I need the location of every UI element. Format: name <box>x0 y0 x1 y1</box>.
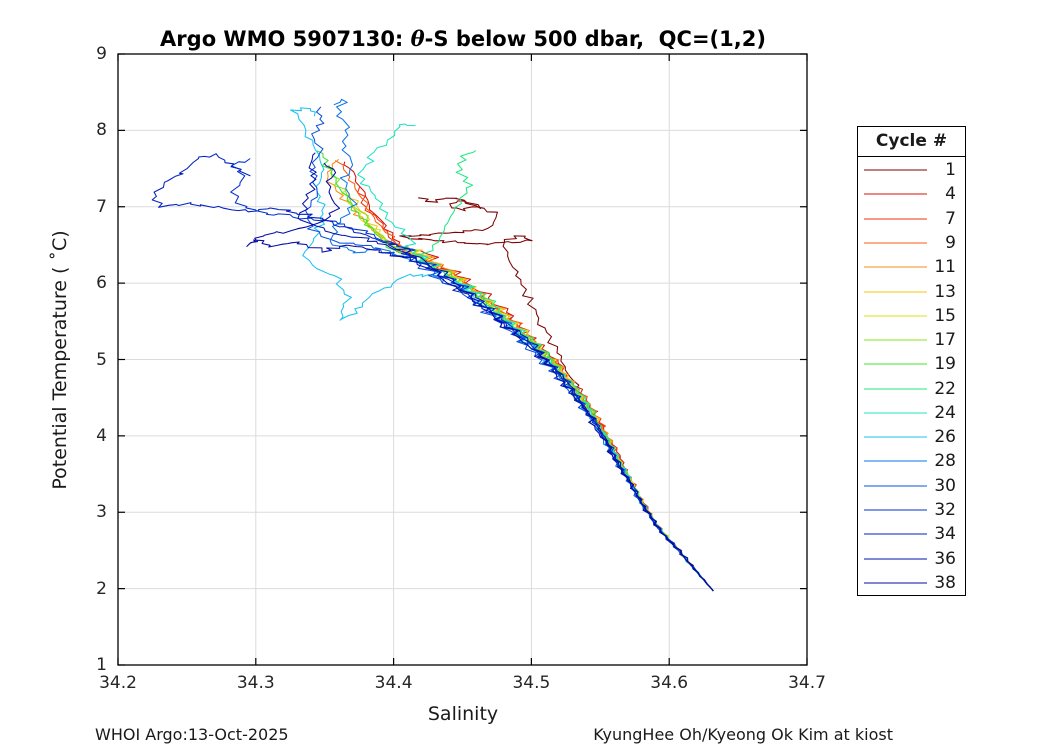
series-cycle-32 <box>230 158 714 592</box>
theta-symbol: θ <box>410 26 425 51</box>
legend-entry: 9 <box>858 231 965 255</box>
legend-line-swatch <box>864 509 927 511</box>
legend-line-swatch <box>864 460 927 462</box>
legend-title: Cycle # <box>858 127 965 157</box>
y-tick-label: 8 <box>96 120 107 141</box>
grid-lines <box>118 54 807 665</box>
legend-entry-label: 34 <box>934 524 956 545</box>
legend-line-swatch <box>864 558 927 560</box>
y-tick-label: 7 <box>96 196 107 217</box>
legend-entry: 26 <box>858 425 965 449</box>
legend-line-swatch <box>864 582 927 584</box>
footer-right-text: KyungHee Oh/Kyeong Ok Kim at kiost <box>593 725 893 744</box>
legend-entry-label: 19 <box>934 354 956 375</box>
legend-entry-label: 32 <box>934 500 956 521</box>
legend-line-swatch <box>864 436 927 438</box>
series-cycle-38 <box>246 162 714 592</box>
y-tick-label: 9 <box>96 44 107 64</box>
legend-entry: 7 <box>858 207 965 231</box>
legend-line-swatch <box>864 533 927 535</box>
legend-entry-label: 9 <box>945 232 956 253</box>
legend-entry-label: 11 <box>934 257 956 278</box>
legend-line-swatch <box>864 266 927 268</box>
legend-entry-label: 1 <box>945 160 956 181</box>
footer-left-text: WHOI Argo:13-Oct-2025 <box>95 725 289 744</box>
x-tick-label: 34.2 <box>99 673 137 693</box>
x-tick-label: 34.6 <box>650 673 689 693</box>
legend-line-swatch <box>864 291 927 293</box>
axes-box <box>117 53 808 666</box>
legend-entry-label: 36 <box>934 548 956 569</box>
legend-entry: 17 <box>858 328 965 352</box>
legend-entry-label: 38 <box>934 572 956 593</box>
plot-title-pre: Argo WMO 5907130: <box>160 27 411 51</box>
legend-entries: 1 4 7 9 11 13 15 17 19 22 24 26 28 30 32 34 36 38 <box>858 158 965 595</box>
legend-entry-label: 28 <box>934 451 956 472</box>
legend-entry-label: 24 <box>934 402 956 423</box>
legend-entry-label: 15 <box>934 305 956 326</box>
legend-line-swatch <box>864 315 927 317</box>
legend-entry: 1 <box>858 158 965 182</box>
y-tick-label: 1 <box>96 655 107 675</box>
x-axis-label: Salinity <box>427 703 499 725</box>
series-cycle-24 <box>357 123 714 592</box>
y-tick-label: 2 <box>96 578 107 599</box>
legend-line-swatch <box>864 412 927 414</box>
y-tick-label: 5 <box>96 349 107 370</box>
legend-entry: 32 <box>858 498 965 522</box>
legend-entry-label: 17 <box>934 330 956 351</box>
legend-line-swatch <box>864 242 927 244</box>
x-tick-label: 34.3 <box>236 673 275 693</box>
y-tick-label: 4 <box>96 425 107 446</box>
plot-title: Argo WMO 5907130: θ-S below 500 dbar, QC… <box>118 26 808 51</box>
legend-line-swatch <box>864 193 927 195</box>
legend: Cycle # 1 4 7 9 11 13 15 17 19 22 24 26 28 30 32 34 36 38 <box>857 126 966 596</box>
series-cycle-34 <box>151 153 714 592</box>
legend-entry: 11 <box>858 255 965 279</box>
legend-entry: 30 <box>858 474 965 498</box>
legend-entry-label: 7 <box>945 208 956 229</box>
legend-line-swatch <box>864 363 927 365</box>
x-tick-label: 34.5 <box>512 673 551 693</box>
legend-line-swatch <box>864 339 927 341</box>
series-cycle-1 <box>399 197 714 592</box>
legend-entry: 13 <box>858 280 965 304</box>
legend-entry: 4 <box>858 182 965 206</box>
legend-line-swatch <box>864 388 927 390</box>
legend-entry-label: 22 <box>934 378 956 399</box>
legend-entry: 22 <box>858 377 965 401</box>
legend-line-swatch <box>864 218 927 220</box>
legend-entry: 19 <box>858 352 965 376</box>
y-tick-label: 6 <box>96 273 107 294</box>
series-cycle-28 <box>329 98 714 592</box>
legend-entry: 24 <box>858 401 965 425</box>
legend-line-swatch <box>864 485 927 487</box>
legend-entry: 28 <box>858 449 965 473</box>
legend-entry-label: 13 <box>934 281 956 302</box>
legend-entry: 15 <box>858 304 965 328</box>
legend-entry: 34 <box>858 522 965 546</box>
y-axis-label: Potential Temperature ( ˚C) <box>49 230 71 490</box>
series-cycle-17 <box>328 164 714 592</box>
legend-entry-label: 4 <box>945 184 956 205</box>
legend-entry-label: 30 <box>934 475 956 496</box>
profile-curves <box>151 98 714 592</box>
x-tick-label: 34.4 <box>374 673 413 693</box>
legend-entry-label: 26 <box>934 427 956 448</box>
legend-entry: 38 <box>858 571 965 595</box>
x-tick-label: 34.7 <box>788 673 826 693</box>
y-tick-label: 3 <box>96 502 107 523</box>
legend-entry: 36 <box>858 547 965 571</box>
legend-line-swatch <box>864 169 927 171</box>
plot-title-post: -S below 500 dbar, QC=(1,2) <box>424 27 766 51</box>
